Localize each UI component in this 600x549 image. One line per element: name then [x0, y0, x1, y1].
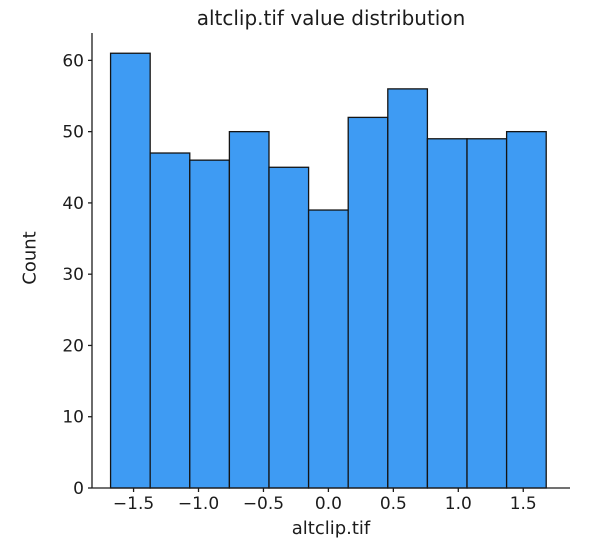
x-axis-label: altclip.tif [291, 518, 371, 539]
histogram-bar [387, 88, 429, 489]
histogram-bar [189, 159, 231, 489]
x-tick-label: 0.5 [380, 494, 407, 514]
y-tick-label: 10 [62, 408, 84, 428]
histogram-bar [426, 138, 468, 489]
histogram-bar [347, 116, 389, 489]
histogram-bar [505, 130, 547, 489]
x-tick-label: −1.0 [178, 494, 219, 514]
x-tick-label: 0.0 [315, 494, 342, 514]
y-tick-label: 30 [62, 265, 84, 285]
y-tick-label: 20 [62, 336, 84, 356]
histogram-bar [466, 138, 508, 489]
x-tick-label: 1.0 [445, 494, 472, 514]
histogram-bar [109, 52, 151, 489]
x-tick-label: −1.5 [113, 494, 154, 514]
x-tick-label: −0.5 [243, 494, 284, 514]
histogram-bar [268, 166, 310, 489]
histogram-bar [307, 209, 349, 489]
histogram-bar [149, 152, 191, 489]
y-tick-label: 40 [62, 194, 84, 214]
y-tick-label: 60 [62, 51, 84, 71]
chart-title: altclip.tif value distribution [196, 6, 466, 30]
y-tick-label: 0 [73, 479, 84, 499]
y-tick-label: 50 [62, 123, 84, 143]
histogram-bar [228, 130, 270, 489]
x-tick-label: 1.5 [510, 494, 537, 514]
